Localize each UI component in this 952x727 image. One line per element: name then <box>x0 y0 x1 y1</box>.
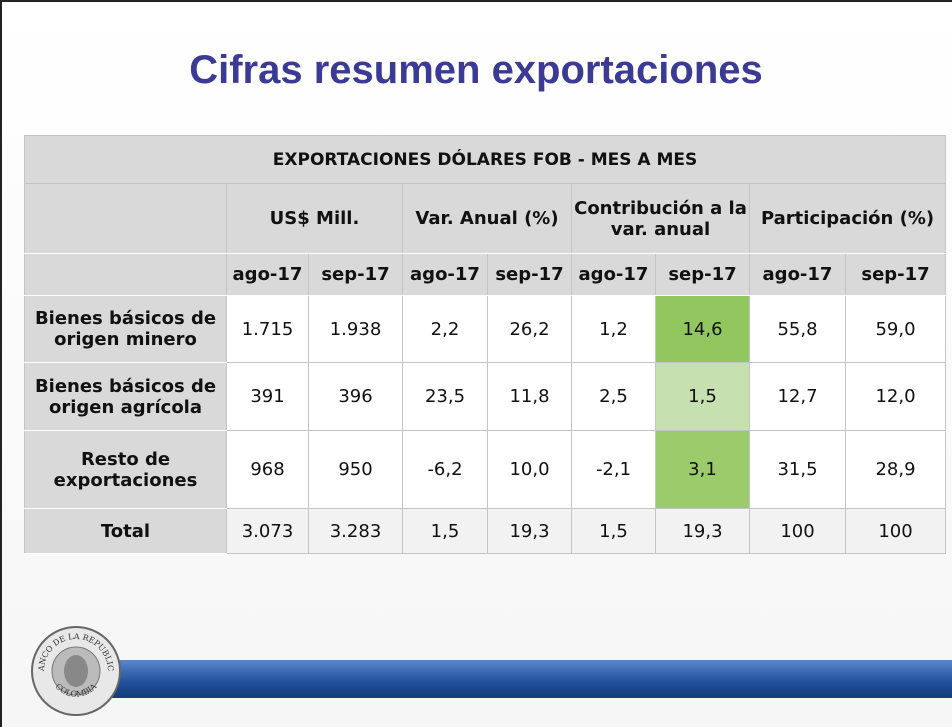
value-cell: 59,0 <box>844 295 947 363</box>
table-row: Resto de exportaciones 968 950 -6,2 10,0 -2,1… <box>24 430 947 509</box>
month-header: ago-17 <box>402 253 488 296</box>
value-cell: 1,2 <box>571 295 656 363</box>
row-label: Bienes básicos de origen agrícola <box>24 362 227 431</box>
value-cell: 12,0 <box>844 362 947 431</box>
group-header: Participación (%) <box>748 183 947 254</box>
value-cell: 968 <box>226 430 309 509</box>
value-cell: 31,5 <box>749 430 846 509</box>
value-cell: 10,0 <box>487 430 572 509</box>
value-cell: 12,7 <box>749 362 846 431</box>
table-row: EXPORTACIONES DÓLARES FOB - MES A MES <box>23 135 947 184</box>
value-cell: 396 <box>308 362 403 431</box>
value-cell: 1.938 <box>308 295 403 363</box>
month-header: sep-17 <box>844 253 947 296</box>
value-cell: 950 <box>308 430 403 509</box>
value-cell: 26,2 <box>487 295 572 363</box>
value-cell: 1,5 <box>402 508 488 554</box>
value-cell: 1,5 <box>655 362 750 431</box>
value-cell: -6,2 <box>402 430 488 509</box>
month-header: ago-17 <box>571 253 656 296</box>
empty-cell <box>24 253 227 296</box>
value-cell: 2,5 <box>571 362 656 431</box>
logo: BANCO DE LA REPUBLICA COLOMBIA <box>30 625 121 716</box>
value-cell: 19,3 <box>655 508 750 554</box>
group-header: US$ Mill. <box>226 183 403 254</box>
value-cell: 3,1 <box>655 430 750 509</box>
table-row: Total 3.073 3.283 1,5 19,3 1,5 19,3 100 100 <box>24 508 947 554</box>
value-cell: 11,8 <box>487 362 572 431</box>
month-header: sep-17 <box>655 253 750 296</box>
empty-cell <box>24 183 227 254</box>
table-row: Bienes básicos de origen agrícola 391 396 2… <box>24 362 947 431</box>
month-header: sep-17 <box>487 253 572 296</box>
row-label: Total <box>24 508 227 554</box>
table-title: EXPORTACIONES DÓLARES FOB - MES A MES <box>23 135 947 184</box>
slide-title: Cifras resumen exportaciones <box>189 48 763 92</box>
table-row: Bienes básicos de origen minero 1.715 1.93… <box>24 295 947 363</box>
footer-bar <box>100 660 952 698</box>
value-cell: 55,8 <box>749 295 846 363</box>
group-header: Var. Anual (%) <box>402 183 572 254</box>
month-header: sep-17 <box>308 253 403 296</box>
value-cell: -2,1 <box>571 430 656 509</box>
value-cell: 1,5 <box>571 508 656 554</box>
group-header: Contribución a la var. anual <box>571 183 750 254</box>
value-cell: 23,5 <box>402 362 488 431</box>
value-cell: 3.283 <box>308 508 403 554</box>
value-cell: 3.073 <box>226 508 309 554</box>
table: EXPORTACIONES DÓLARES FOB - MES A MES US$… <box>23 135 947 554</box>
value-cell: 28,9 <box>844 430 947 509</box>
month-header: ago-17 <box>226 253 309 296</box>
value-cell: 2,2 <box>402 295 488 363</box>
value-cell: 14,6 <box>655 295 750 363</box>
table-row: ago-17 sep-17 ago-17 sep-17 ago-17 sep-17 ago-… <box>24 253 947 296</box>
value-cell: 100 <box>749 508 846 554</box>
month-header: ago-17 <box>749 253 846 296</box>
table-row: US$ Mill. Var. Anual (%) Contribución a la… <box>24 183 947 254</box>
row-label: Resto de exportaciones <box>24 430 227 509</box>
value-cell: 1.715 <box>226 295 309 363</box>
value-cell: 391 <box>226 362 309 431</box>
value-cell: 19,3 <box>487 508 572 554</box>
row-label: Bienes básicos de origen minero <box>24 295 227 363</box>
value-cell: 100 <box>844 508 947 554</box>
